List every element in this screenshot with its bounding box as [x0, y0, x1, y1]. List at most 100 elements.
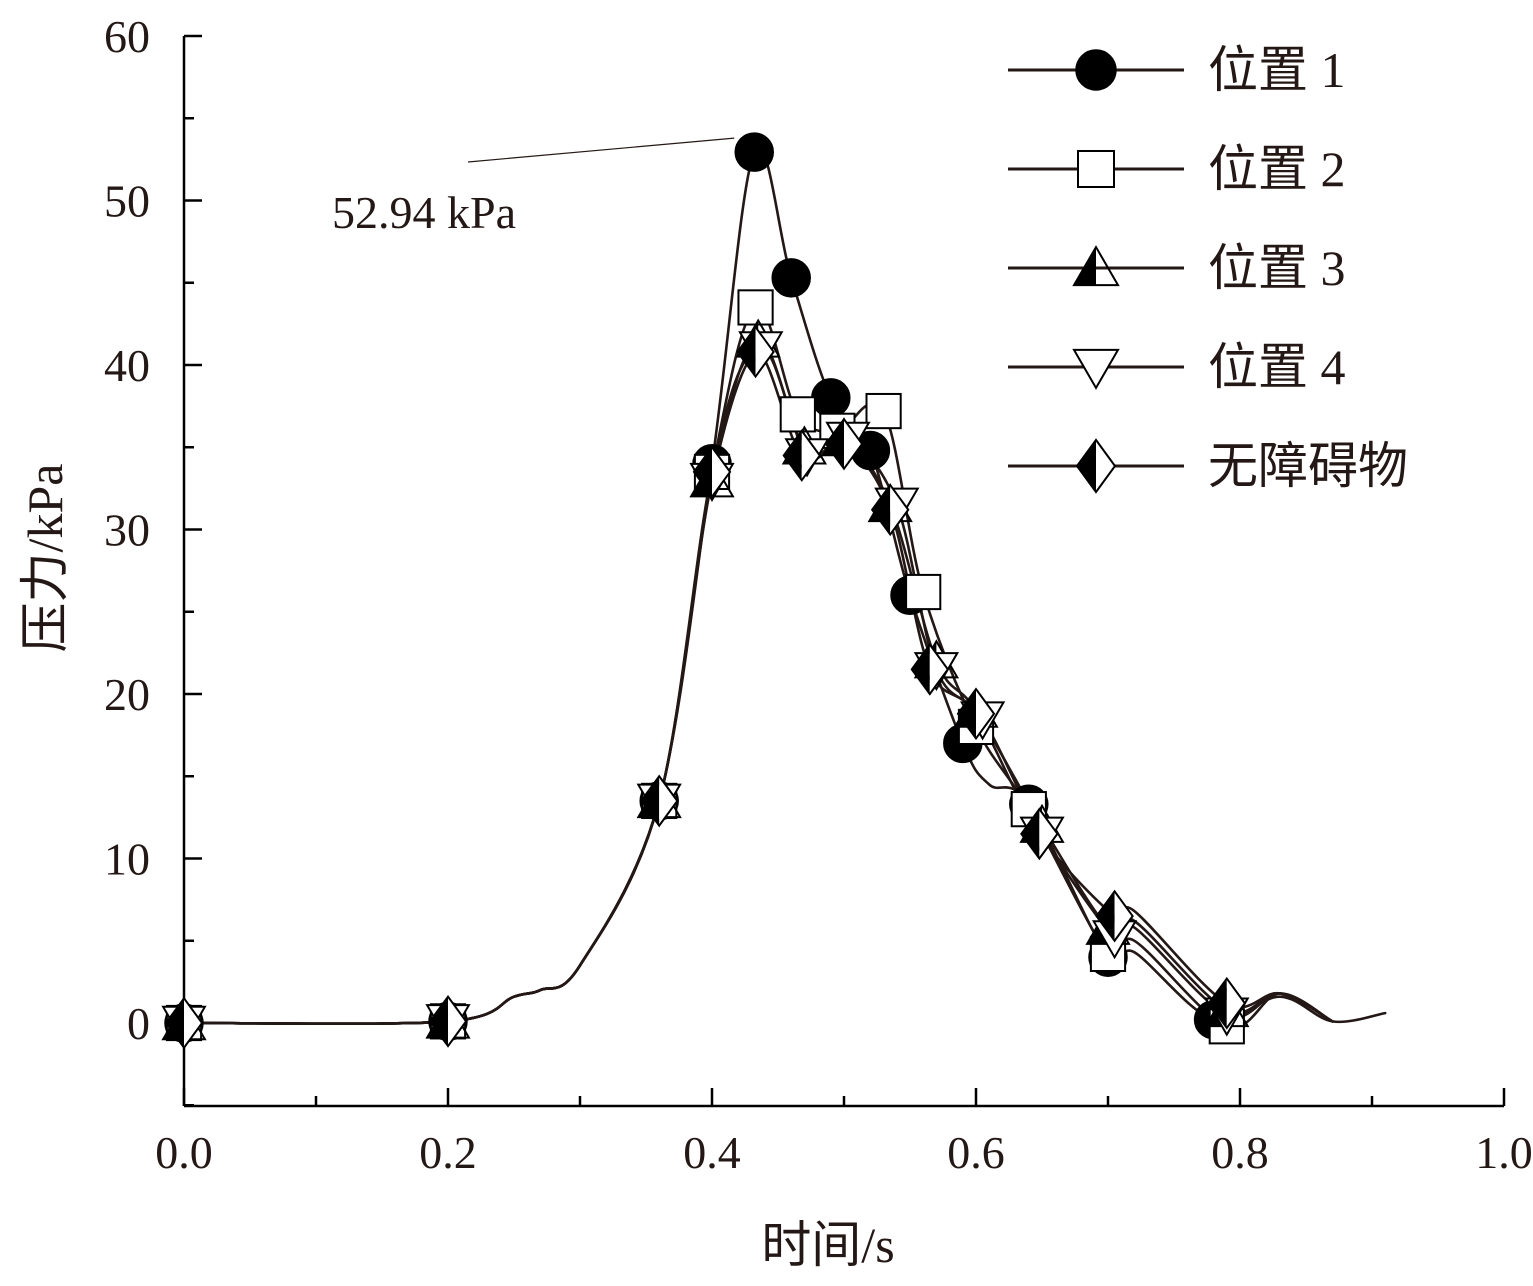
marker-fill-white: [1114, 891, 1133, 941]
legend-label: 位置 2: [1208, 141, 1346, 197]
marker-fill-white: [844, 419, 863, 469]
marker-fill: [1096, 891, 1115, 941]
x-tick-label: 0.0: [155, 1127, 213, 1178]
marker-fill-white: [890, 485, 909, 535]
marker-shape: [910, 642, 950, 696]
marker-shape: [824, 417, 864, 471]
marker-shape: [1072, 348, 1120, 390]
marker-shape: [1075, 438, 1117, 494]
marker-fill: [783, 430, 802, 481]
marker-fill-white: [801, 430, 820, 481]
annotation-label: 52.94 kPa: [332, 187, 516, 238]
marker-fill: [693, 447, 712, 497]
data-point-5: [639, 774, 679, 828]
marker-fill: [165, 998, 184, 1048]
y-tick-label: 40: [104, 340, 150, 391]
marker-shape: [1075, 49, 1117, 91]
data-point-5: [824, 417, 864, 471]
data-point-2: [779, 396, 816, 433]
marker-fill: [872, 485, 891, 535]
x-tick-label: 0.2: [419, 1127, 477, 1178]
marker-shape: [734, 132, 774, 172]
y-tick-label: 0: [127, 998, 150, 1049]
series-line-2: [182, 305, 1334, 1029]
data-point-5: [1020, 807, 1059, 861]
y-tick-label: 20: [104, 669, 150, 720]
marker-shape: [164, 996, 204, 1050]
marker-shape: [692, 445, 732, 499]
x-tick-label: 0.8: [1211, 1127, 1269, 1178]
data-point-5: [1207, 976, 1247, 1030]
data-point-5: [870, 483, 910, 537]
data-point-5: [782, 429, 822, 482]
x-tick-label: 0.6: [947, 1127, 1005, 1178]
legend-marker: [1077, 150, 1115, 188]
marker-fill-white: [1226, 978, 1245, 1028]
legend-label: 位置 4: [1208, 339, 1346, 395]
marker-fill: [1021, 809, 1040, 859]
axes: 0 10 20 30 40 50 60 0.0 0.2 0.4 0.6 0.8 1.0: [104, 11, 1533, 1178]
marker-shape: [737, 289, 774, 326]
annotation-leader-line: [467, 137, 735, 163]
x-axis-title: 时间/s: [761, 1217, 894, 1273]
data-point-1: [771, 258, 811, 298]
data-point-5: [428, 994, 468, 1048]
y-axis-title: 压力/kPa: [17, 464, 73, 653]
series-markers: [161, 132, 1250, 1050]
marker-shape: [736, 325, 775, 379]
legend-item-3: 位置 3: [1008, 240, 1346, 296]
series-line-5: [182, 350, 1334, 1026]
marker-shape: [779, 396, 816, 433]
marker-shape: [771, 258, 811, 298]
data-point-5: [956, 687, 996, 741]
marker-shape: [1072, 245, 1120, 287]
data-point-2: [737, 289, 774, 326]
marker-shape: [639, 774, 679, 828]
legend-item-1: 位置 1: [1008, 42, 1346, 98]
marker-shape: [905, 573, 942, 611]
data-point-5: [736, 325, 775, 379]
y-tick-label: 50: [104, 176, 150, 227]
legend: 位置 1 位置 2 位置 3 位置 4 无障碍物: [1008, 42, 1408, 494]
legend-item-4: 位置 4: [1008, 339, 1346, 395]
marker-fill: [957, 689, 976, 739]
marker-shape: [1207, 976, 1247, 1030]
marker-shape: [865, 392, 902, 430]
marker-shape: [811, 378, 851, 418]
marker-shape: [956, 687, 996, 741]
marker-fill-white: [184, 998, 203, 1048]
data-point-2: [865, 392, 902, 430]
legend-item-2: 位置 2: [1008, 141, 1346, 197]
marker-fill: [911, 644, 930, 695]
marker-fill-white: [448, 996, 467, 1047]
legend-marker: [1072, 348, 1120, 390]
legend-marker: [1075, 438, 1117, 494]
marker-shape: [1020, 807, 1059, 861]
marker-shape: [428, 994, 468, 1048]
legend-label: 无障碍物: [1208, 438, 1408, 494]
peak-annotation: 52.94 kPa: [332, 137, 735, 238]
series-line-3: [182, 339, 1334, 1026]
marker-fill: [1077, 440, 1096, 492]
marker-fill-white: [929, 644, 948, 695]
marker-shape: [1095, 889, 1134, 943]
y-tick-label: 30: [104, 505, 150, 556]
marker-fill-white: [712, 447, 731, 497]
marker-shape: [1077, 150, 1115, 188]
data-point-5: [1095, 889, 1134, 943]
series-line-4: [182, 347, 1334, 1026]
data-point-1: [811, 378, 851, 418]
x-tick-label: 0.4: [683, 1127, 741, 1178]
marker-fill-white: [659, 776, 678, 826]
marker-shape: [870, 483, 910, 537]
marker-fill: [825, 419, 844, 469]
marker-fill-white: [976, 689, 995, 739]
marker-fill-white: [1096, 440, 1115, 492]
y-tick-label: 60: [104, 11, 150, 62]
y-tick-label: 10: [104, 834, 150, 885]
data-point-2: [905, 573, 942, 611]
marker-fill: [641, 776, 660, 826]
legend-label: 位置 1: [1208, 42, 1346, 98]
data-point-5: [692, 445, 732, 499]
